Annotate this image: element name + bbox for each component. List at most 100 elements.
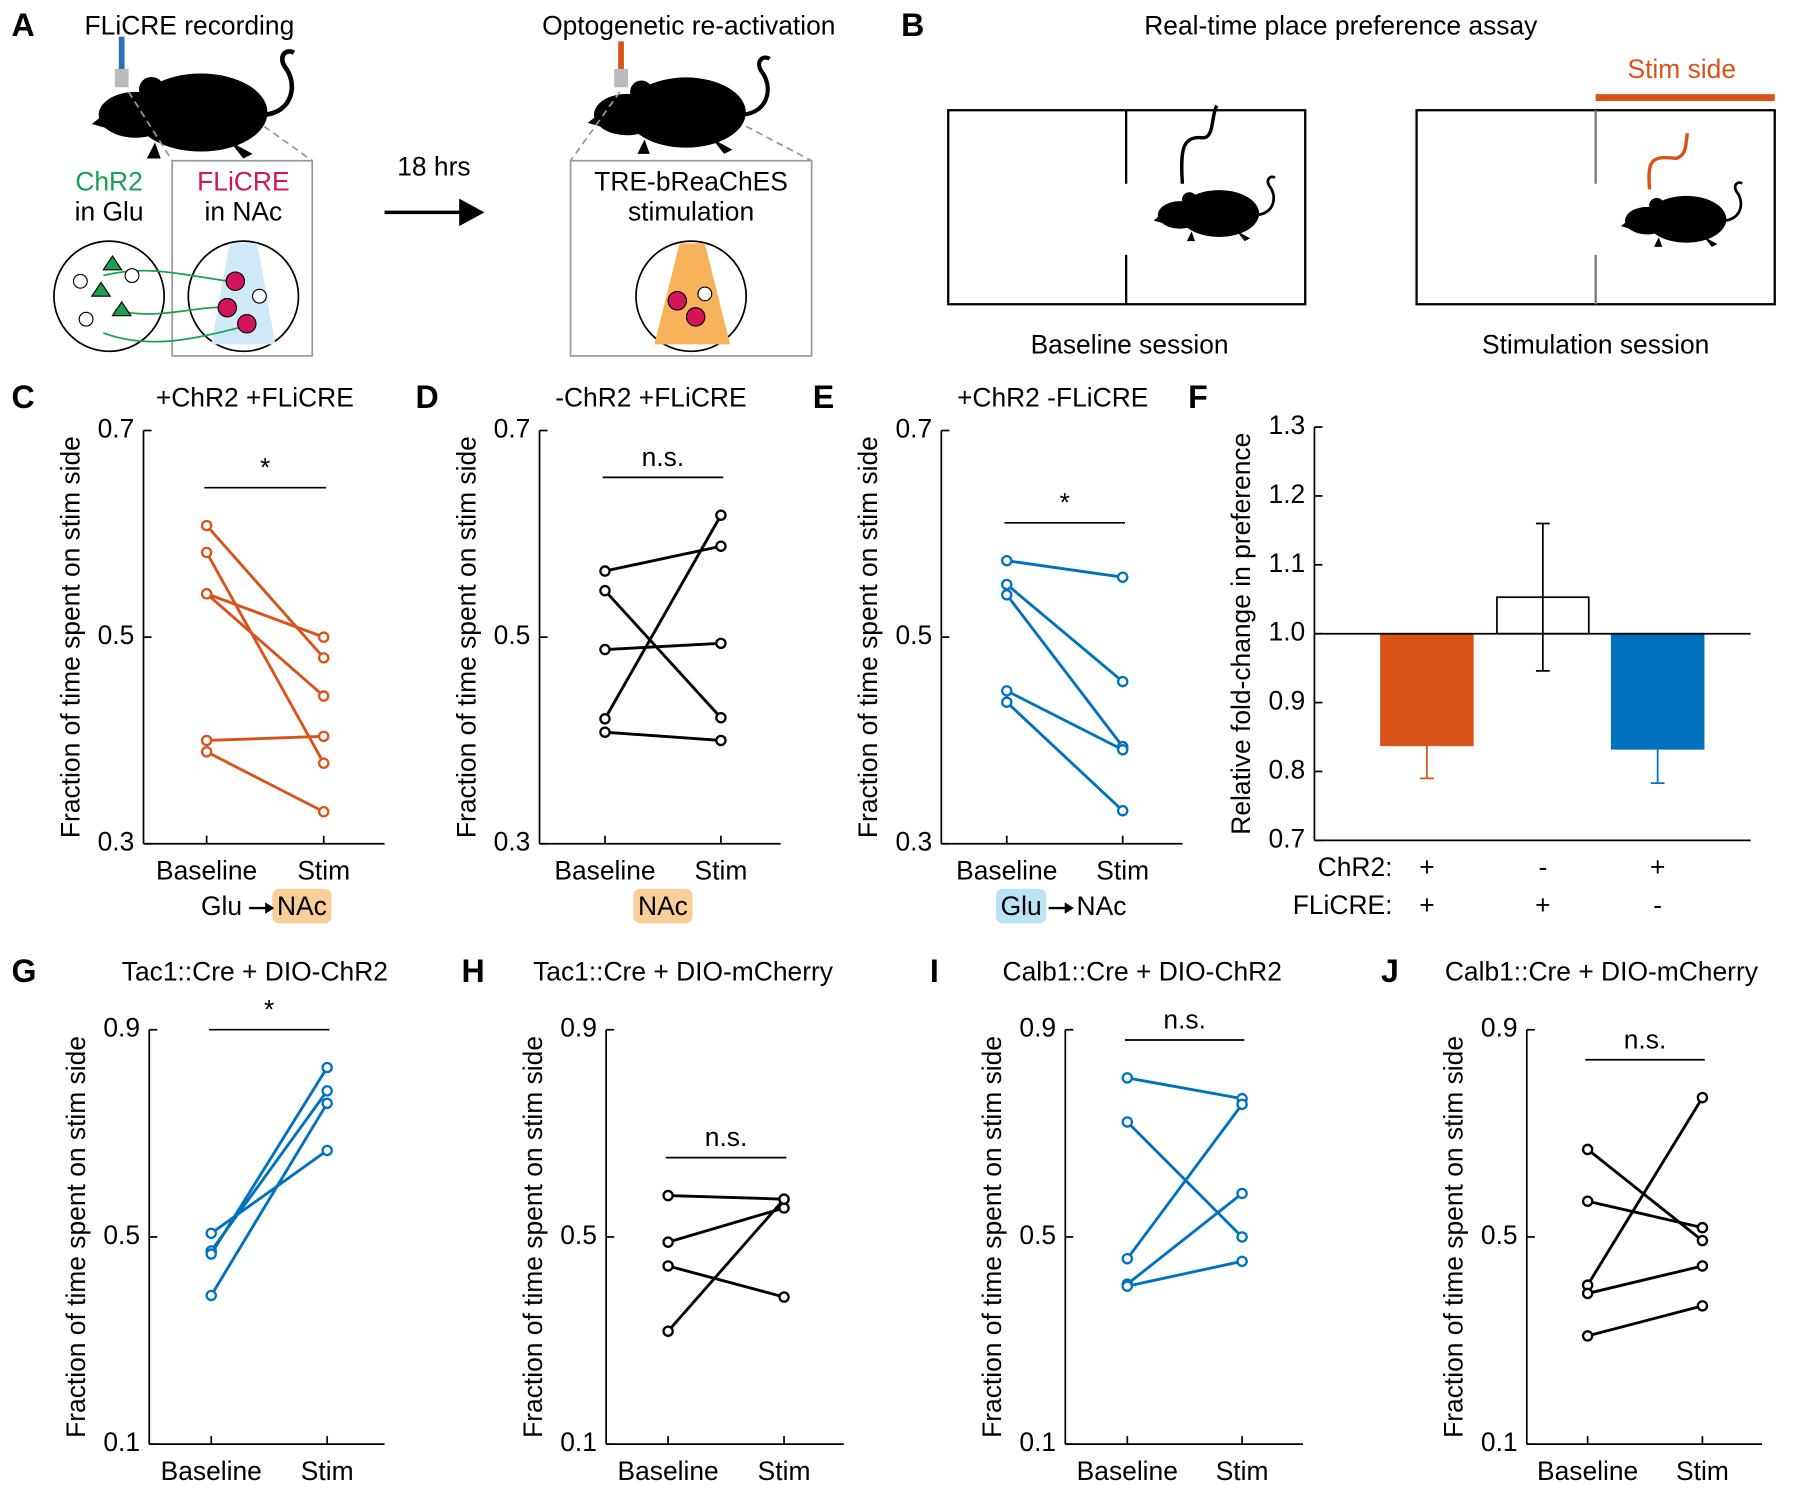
- data-point: [599, 726, 611, 738]
- series-line: [1586, 1148, 1704, 1242]
- series-line: [1006, 689, 1124, 752]
- panel-label: C: [11, 379, 34, 415]
- significance-label: *: [260, 452, 270, 482]
- row-value: +: [1419, 890, 1434, 920]
- chart-title: +ChR2 +FLiCRE: [156, 382, 354, 412]
- row-value: +: [1419, 852, 1434, 882]
- y-tick-label: 1.0: [1269, 617, 1306, 647]
- cable: [1647, 132, 1690, 190]
- series-line: [210, 1149, 329, 1235]
- y-tick-label: 0.1: [560, 1427, 597, 1457]
- x-tick-label: Stim: [758, 1456, 811, 1486]
- y-tick-label: 0.1: [103, 1427, 140, 1457]
- significance-label: *: [264, 994, 274, 1024]
- data-point: [1001, 696, 1013, 708]
- diagram-title: Optogenetic re-activation: [542, 11, 835, 41]
- label: Stimulation session: [1482, 330, 1709, 360]
- y-axis-label: Fraction of time spent on stim side: [55, 436, 85, 838]
- highlight: [995, 888, 1047, 924]
- y-tick-label: 0.5: [103, 1220, 140, 1250]
- series-line: [1586, 1096, 1704, 1286]
- cells: [667, 286, 713, 327]
- panel-label: J: [1381, 953, 1399, 989]
- y-tick-label: 0.5: [1481, 1220, 1518, 1250]
- x-tick-label: Baseline: [156, 855, 257, 885]
- series-line: [205, 551, 325, 764]
- x-note: NAc: [1077, 891, 1127, 921]
- note-arrow-head: [1064, 902, 1074, 914]
- data-point: [778, 1291, 790, 1303]
- data-point: [1121, 1116, 1134, 1128]
- series-line: [1587, 1264, 1703, 1295]
- data-point: [1236, 1255, 1248, 1268]
- label: in NAc: [205, 197, 283, 227]
- data-point: [205, 1289, 217, 1302]
- data-point: [662, 1325, 674, 1337]
- data-point: [321, 1085, 333, 1097]
- row-label: ChR2:: [1318, 852, 1393, 882]
- y-tick-label: 1.3: [1269, 410, 1306, 440]
- cable: [1179, 104, 1219, 184]
- series-line: [667, 1206, 785, 1244]
- error-bar: [1650, 748, 1665, 785]
- data-point: [599, 643, 611, 656]
- error-bar: [1535, 522, 1550, 672]
- series-line: [1587, 1199, 1703, 1230]
- series-line: [603, 589, 722, 719]
- label: in Glu: [75, 197, 144, 227]
- panel-label: B: [901, 7, 924, 43]
- significance-label: n.s.: [642, 442, 685, 472]
- x-tick-label: Stim: [1216, 1456, 1269, 1486]
- x-tick-label: Baseline: [554, 855, 655, 885]
- y-tick-label: 0.8: [1269, 754, 1306, 784]
- data-point: [1581, 1330, 1594, 1342]
- implant: [614, 68, 628, 88]
- data-point: [200, 588, 213, 600]
- row-value: +: [1535, 890, 1550, 920]
- implant: [114, 68, 129, 88]
- y-axis-label: Fraction of time spent on stim side: [518, 1036, 548, 1438]
- x-tick-label: Baseline: [161, 1456, 262, 1486]
- cells: [72, 254, 267, 334]
- panel-label: G: [11, 953, 36, 989]
- label: FLiCRE: [197, 167, 289, 197]
- data-point: [1581, 1195, 1594, 1207]
- y-tick-label: 1.1: [1269, 548, 1306, 578]
- data-point: [1236, 1231, 1248, 1243]
- series-line: [1126, 1192, 1243, 1286]
- row-value: -: [1538, 852, 1547, 882]
- label: stimulation: [628, 197, 754, 227]
- row-value: +: [1650, 852, 1665, 882]
- y-tick-label: 0.9: [1481, 1013, 1518, 1043]
- y-axis-label: Fraction of time spent on stim side: [853, 436, 883, 838]
- zoom-line: [745, 125, 813, 162]
- significance-label: *: [1060, 487, 1070, 517]
- panel-label: H: [461, 953, 484, 989]
- chart-title: -ChR2 +FLiCRE: [555, 382, 746, 412]
- panel-label: A: [11, 7, 34, 43]
- chart-title: +ChR2 -FLiCRE: [957, 382, 1148, 412]
- note-arrow-head: [265, 902, 275, 914]
- diagram-title: FLiCRE recording: [85, 11, 295, 41]
- mouse-icon: [1152, 175, 1277, 243]
- data-point: [599, 713, 611, 725]
- data-point: [317, 652, 330, 664]
- data-point: [1121, 1280, 1134, 1292]
- data-point: [1121, 1072, 1134, 1084]
- series-line: [604, 730, 722, 742]
- error-bar: [1420, 745, 1434, 780]
- chart-title: Tac1::Cre + DIO-ChR2: [122, 956, 388, 986]
- data-point: [321, 1097, 333, 1110]
- y-tick-label: 0.9: [103, 1013, 140, 1043]
- mouse-icon: [1619, 181, 1744, 249]
- x-note: NAc: [277, 891, 327, 921]
- series-line: [205, 750, 325, 814]
- panel-label: F: [1188, 379, 1208, 415]
- y-tick-label: 0.9: [1019, 1013, 1056, 1043]
- data-point: [317, 757, 330, 769]
- x-tick-label: Stim: [301, 1456, 354, 1486]
- y-axis-label: Relative fold-change in preference: [1226, 433, 1256, 835]
- y-tick-label: 0.3: [895, 827, 932, 857]
- x-tick-label: Stim: [1096, 855, 1149, 885]
